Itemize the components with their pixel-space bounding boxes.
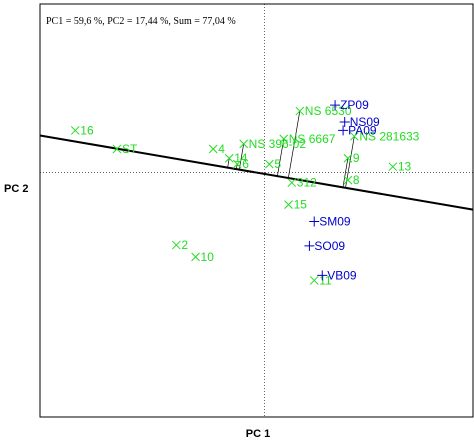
cross-marker-15 — [284, 200, 293, 209]
point-label-pa09: PA09 — [348, 123, 377, 137]
cross-marker-ns-6667 — [279, 134, 289, 144]
plot-frame — [39, 3, 474, 418]
point-label-8: 8 — [353, 173, 360, 187]
data-point-pa09: PA09 — [338, 123, 377, 137]
plus-marker-ns09 — [339, 117, 350, 127]
cross-marker-11 — [309, 276, 319, 285]
point-label-15: 15 — [294, 198, 308, 212]
plus-marker-pa09 — [338, 125, 349, 136]
x-axis-title: PC 1 — [246, 428, 270, 440]
data-point-9: 9 — [343, 151, 360, 165]
data-point-sm09: SM09 — [309, 214, 351, 228]
data-point-vb09: VB09 — [317, 268, 357, 282]
data-point-ns-281633: NS 281633 — [349, 129, 420, 143]
cross-marker-ns-281633 — [349, 131, 359, 141]
data-point-st: ST — [112, 142, 138, 156]
point-label-ns-281633: NS 281633 — [359, 129, 419, 143]
point-label-9: 9 — [353, 151, 360, 165]
data-point-10: 10 — [191, 250, 215, 264]
plus-marker-vb09 — [317, 270, 328, 281]
data-point-312: 312 — [287, 176, 317, 190]
projection-line-14 — [227, 158, 230, 168]
data-point-13: 13 — [388, 160, 412, 174]
projection-line-ns-6530 — [287, 110, 301, 179]
point-label-4: 4 — [218, 142, 225, 156]
cross-marker-ns-396-02 — [239, 139, 249, 149]
data-point-zp09: ZP09 — [330, 98, 369, 112]
point-label-14: 14 — [234, 151, 248, 165]
data-point-ns-6667: NS 6667 — [279, 132, 336, 146]
point-label-sm09: SM09 — [319, 214, 351, 228]
data-point-5: 5 — [264, 157, 281, 171]
point-label-2: 2 — [181, 238, 188, 252]
point-label-6: 6 — [242, 157, 249, 171]
point-label-ns-6667: NS 6667 — [289, 132, 336, 146]
cross-marker-ns-6530 — [295, 106, 305, 116]
projection-line-ns-396-02 — [238, 143, 245, 170]
data-point-ns-396-02: NS 396-02 — [239, 137, 307, 151]
data-point-so09: SO09 — [304, 239, 345, 253]
biplot-axis-line — [39, 134, 474, 211]
point-label-5: 5 — [274, 157, 281, 171]
y-axis-title: PC 2 — [4, 183, 28, 195]
point-label-zp09: ZP09 — [340, 98, 369, 112]
cross-marker-10 — [191, 252, 200, 262]
point-label-10: 10 — [201, 250, 215, 264]
data-point-16: 16 — [70, 123, 94, 137]
cross-marker-4 — [208, 144, 218, 154]
cross-marker-5 — [264, 159, 274, 169]
projection-lines — [227, 110, 355, 188]
cross-marker-2 — [171, 240, 181, 250]
point-label-ns-396-02: NS 396-02 — [249, 137, 307, 151]
data-point-ns-6530: NS 6530 — [295, 104, 352, 118]
cross-marker-st — [112, 144, 122, 154]
cross-marker-9 — [343, 153, 353, 163]
point-label-ns-6530: NS 6530 — [305, 104, 352, 118]
projection-line-9 — [342, 158, 349, 188]
cross-marker-8 — [343, 175, 353, 185]
data-point-6: 6 — [232, 157, 249, 171]
cross-marker-312 — [287, 178, 297, 188]
cross-marker-13 — [388, 162, 398, 172]
plus-marker-sm09 — [309, 216, 320, 227]
point-label-312: 312 — [297, 176, 317, 190]
data-point-ns09: NS09 — [339, 115, 380, 129]
plus-marker-zp09 — [330, 100, 341, 111]
data-point-15: 15 — [284, 198, 308, 212]
projection-line-ns-6667 — [277, 138, 285, 177]
plus-marker-so09 — [304, 240, 315, 251]
data-point-2: 2 — [171, 238, 188, 252]
data-point-8: 8 — [343, 173, 360, 187]
variance-summary: PC1 = 59,6 %, PC2 = 17,44 %, Sum = 77,04… — [46, 16, 236, 27]
cross-marker-6 — [232, 159, 242, 169]
point-label-16: 16 — [80, 123, 94, 137]
point-label-13: 13 — [398, 160, 412, 174]
point-label-vb09: VB09 — [327, 268, 357, 282]
data-point-4: 4 — [208, 142, 225, 156]
data-point-14: 14 — [224, 151, 248, 165]
cross-marker-16 — [70, 126, 80, 135]
point-label-st: ST — [122, 142, 138, 156]
point-label-so09: SO09 — [314, 239, 345, 253]
cross-marker-14 — [224, 153, 234, 163]
point-label-ns09: NS09 — [350, 115, 380, 129]
